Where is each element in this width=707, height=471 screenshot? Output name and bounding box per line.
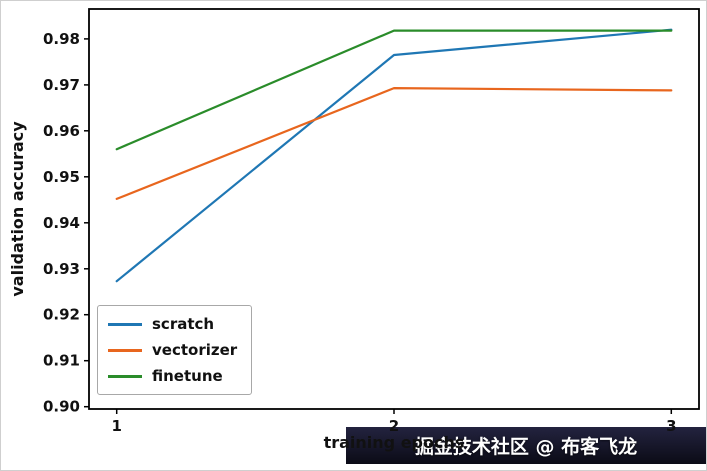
y-tick-label: 0.92 (43, 306, 80, 324)
series-line-finetune (115, 29, 673, 151)
legend-label: scratch (152, 315, 215, 333)
legend-line-swatch (108, 322, 142, 326)
y-tick-label: 0.97 (43, 76, 80, 94)
legend-line-swatch (108, 374, 142, 378)
legend-item: vectorizer (108, 341, 237, 359)
watermark-text: 掘金技术社区 @ 布客飞龙 (414, 436, 638, 458)
watermark-badge: 掘金技术社区 @ 布客飞龙 (346, 427, 706, 464)
legend-item: scratch (108, 315, 237, 333)
x-axis-label: training epochs (324, 433, 465, 452)
series-line-vectorizer (115, 86, 673, 200)
y-tick-label: 0.95 (43, 168, 80, 186)
y-tick-label: 0.96 (43, 122, 80, 140)
x-tick-label: 2 (389, 417, 399, 435)
y-axis-label: validation accuracy (8, 121, 27, 297)
y-tick-label: 0.94 (43, 214, 80, 232)
legend-label: vectorizer (152, 341, 238, 359)
y-tick-label: 0.98 (43, 30, 80, 48)
legend-item: finetune (108, 367, 237, 385)
x-tick-label: 1 (111, 417, 121, 435)
x-tick-label: 3 (666, 417, 676, 435)
legend-label: finetune (152, 367, 223, 385)
y-tick-label: 0.93 (43, 260, 80, 278)
y-tick-label: 0.91 (43, 352, 80, 370)
y-tick-label: 0.90 (43, 398, 80, 416)
chart-legend: scratch vectorizer finetune (97, 305, 253, 395)
series-line-scratch (115, 28, 673, 283)
legend-line-swatch (108, 348, 142, 352)
